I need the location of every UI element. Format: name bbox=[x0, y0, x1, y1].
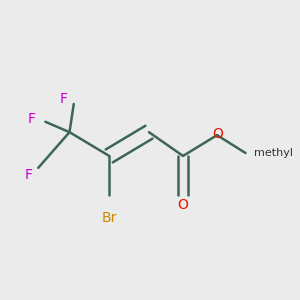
Text: methyl: methyl bbox=[254, 148, 293, 158]
Text: F: F bbox=[24, 168, 32, 182]
Text: Br: Br bbox=[101, 212, 117, 225]
Text: O: O bbox=[212, 127, 223, 141]
Text: O: O bbox=[178, 198, 188, 212]
Text: F: F bbox=[27, 112, 35, 126]
Text: F: F bbox=[60, 92, 68, 106]
